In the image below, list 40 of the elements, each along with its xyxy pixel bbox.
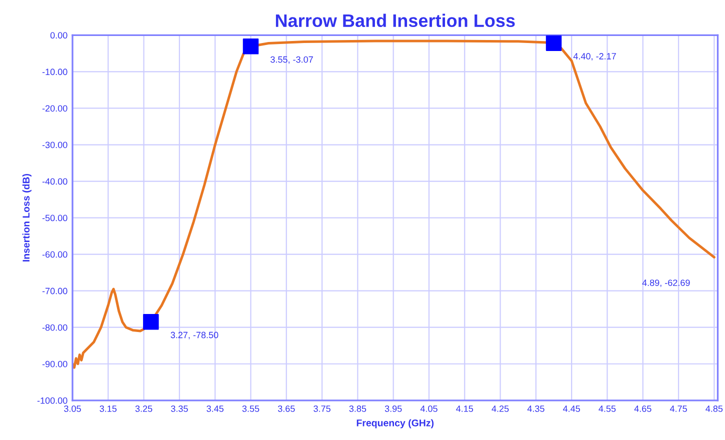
y-tick-label: -90.00 xyxy=(42,360,68,368)
y-tick-label: 0.00 xyxy=(50,32,68,39)
x-tick-label: 3.15 xyxy=(100,406,117,412)
x-tick-label: 4.05 xyxy=(420,406,438,412)
x-tick-label: 3.45 xyxy=(206,406,224,412)
point xyxy=(546,35,562,51)
x-tick-label: 4.15 xyxy=(456,406,474,412)
x-tick-label: 3.55 xyxy=(242,406,260,412)
x-tick-label: 4.65 xyxy=(634,406,652,412)
y-tick-label: -20.00 xyxy=(42,105,68,112)
y-tick-label: -50.00 xyxy=(42,214,68,222)
x-axis-title: Frequency (GHz) xyxy=(356,419,434,428)
x-tick-label: 4.35 xyxy=(527,406,544,412)
x-tick-label: 4.75 xyxy=(670,406,687,412)
y-tick-label: -60.00 xyxy=(42,251,68,258)
x-tick-label: 3.25 xyxy=(135,406,152,412)
x-tick-label: 3.35 xyxy=(171,406,188,412)
y-tick-label: -100.00 xyxy=(37,397,68,404)
y-axis-title: Insertion Loss (dB) xyxy=(22,174,32,262)
annotation: 4.40, -2.17 xyxy=(573,53,616,61)
x-tick-label: 3.05 xyxy=(64,406,81,412)
y-tick-label: -30.00 xyxy=(42,142,68,148)
x-tick-label: 3.95 xyxy=(384,406,402,412)
point xyxy=(242,38,259,54)
y-tick-label: -10.00 xyxy=(42,68,68,76)
x-tick-label: 3.65 xyxy=(278,406,295,412)
x-tick-label: 3.85 xyxy=(349,406,366,412)
x-tick-label: 4.25 xyxy=(492,406,509,412)
x-tick-label: 4.85 xyxy=(706,406,723,412)
point xyxy=(143,314,159,330)
y-tick-label: -70.00 xyxy=(42,288,68,294)
annotation: 3.27, -78.50 xyxy=(170,332,218,340)
chart-title: Narrow Band Insertion Loss xyxy=(276,14,515,28)
annotation: 4.89, -62.69 xyxy=(642,280,690,288)
x-tick-label: 4.45 xyxy=(563,406,580,412)
y-tick-label: -40.00 xyxy=(42,178,68,185)
annotation: 3.55, -3.07 xyxy=(270,56,313,64)
x-tick-label: 3.75 xyxy=(314,406,330,412)
x-tick-label: 4.55 xyxy=(598,406,616,412)
y-tick-label: -80.00 xyxy=(42,324,68,331)
